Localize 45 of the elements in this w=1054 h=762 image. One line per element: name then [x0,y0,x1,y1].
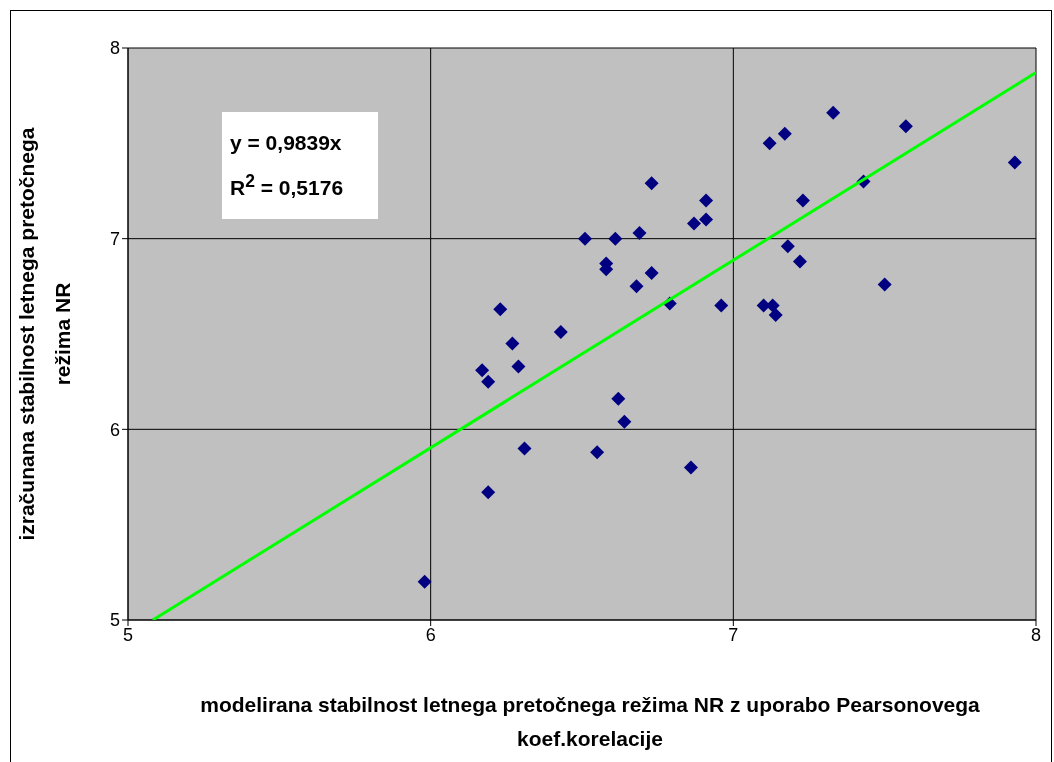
point [762,136,777,151]
x-tick-label: 7 [728,624,739,645]
x-tick-label: 5 [122,624,134,645]
y-tick-label: 7 [109,229,120,250]
annotation: R$^{2}$ = 0,5176 [230,170,345,201]
point [590,445,605,460]
x-tick-label: 8 [1030,624,1042,645]
point [877,277,892,292]
x-axis-title: modelirana stabilnost letnega pretočnega režima NR z uporabo Pearsonovega koef.korelacije [200,692,980,752]
point [777,126,792,141]
point [714,298,729,313]
point [505,336,520,351]
point [553,325,568,340]
point [644,176,659,191]
point [780,239,795,254]
point [699,193,714,208]
point [686,216,701,231]
point [611,391,626,406]
y-tick-label: 6 [109,419,120,440]
point [417,574,432,589]
point [517,441,532,456]
point [493,302,508,317]
point [898,119,913,134]
point [632,225,647,240]
point [768,307,783,322]
point [795,193,810,208]
point [629,279,644,294]
x-tick-label: 6 [425,624,436,645]
point [644,265,659,280]
point [578,231,593,246]
y-axis-title: izračunana stabilnost letnega pretočnega režima NR [14,126,75,543]
y-tick-label: 5 [109,610,120,631]
y-tick-label: 8 [109,38,120,59]
point [475,363,490,378]
point [617,414,632,429]
point [792,254,807,269]
point [511,359,526,374]
point [608,231,623,246]
point [481,485,496,500]
point [683,460,698,475]
point [1007,155,1022,170]
point [826,105,841,120]
point [699,212,714,227]
annotation: y = 0,9839x [230,130,343,156]
point [481,374,496,389]
